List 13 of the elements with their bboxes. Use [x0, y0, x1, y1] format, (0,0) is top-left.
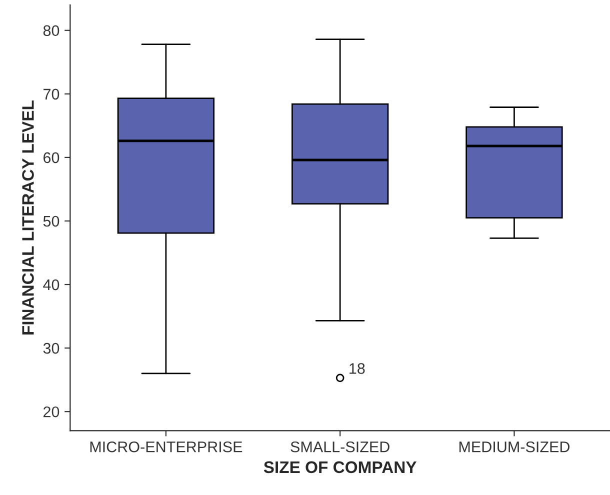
y-tick-label: 80	[43, 25, 60, 36]
y-tick-label: 60	[44, 152, 60, 164]
y-axis-title: FINANCIAL LITERACY LEVEL	[22, 100, 34, 334]
y-tick-label: 30	[43, 342, 60, 354]
annotation: 18	[350, 363, 365, 374]
y-tick-label: 20	[44, 406, 60, 418]
x-tick-label: MICRO-ENTERPRISE	[90, 441, 242, 452]
y-tick-label: 70	[44, 88, 60, 100]
y-tick-label: 40	[43, 279, 60, 290]
x-axis-title: SIZE OF COMPANY	[264, 461, 417, 474]
x-tick-label: MEDIUM-SIZED	[459, 441, 570, 452]
y-tick-label: 50	[43, 216, 60, 227]
x-tick-label: SMALL-SIZED	[290, 441, 390, 452]
